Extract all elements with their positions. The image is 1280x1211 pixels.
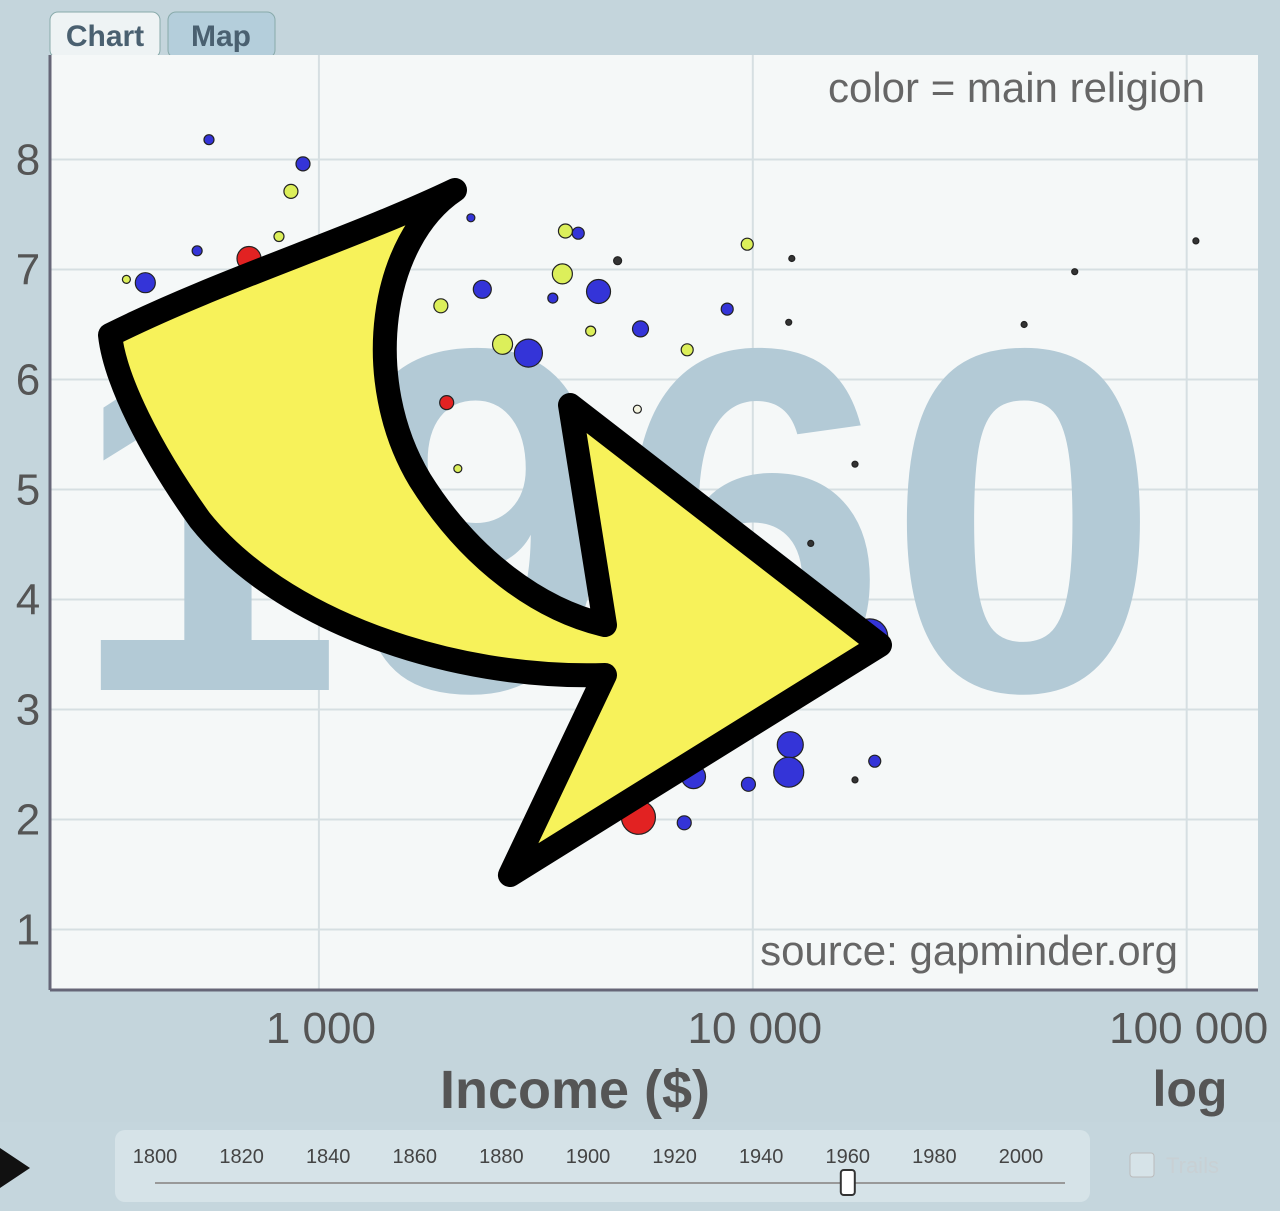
bubble: [741, 238, 753, 250]
color-note: color = main religion: [828, 64, 1205, 111]
bubble: [284, 184, 298, 198]
y-tick-label: 7: [16, 246, 40, 295]
trails-checkbox[interactable]: [1130, 1153, 1154, 1177]
bubble: [467, 214, 475, 222]
bubble: [614, 257, 622, 265]
bubble: [552, 264, 572, 284]
timeline-label: 1920: [652, 1146, 697, 1168]
bubble: [774, 757, 804, 787]
y-tick-label: 8: [16, 136, 40, 185]
bubble: [681, 344, 693, 356]
timeline-label: 1800: [133, 1146, 178, 1168]
x-tick-label: 10 000: [688, 1004, 823, 1053]
bubble: [454, 465, 462, 473]
bubble: [204, 135, 214, 145]
y-tick-label: 4: [16, 576, 40, 625]
bubble: [786, 319, 792, 325]
y-tick-label: 2: [16, 796, 40, 845]
x-tick-label: 1 000: [266, 1004, 376, 1053]
timeline-label: 1900: [566, 1146, 611, 1168]
x-axis-title: Income ($): [440, 1060, 710, 1120]
x-tick-label: 100 000: [1109, 1004, 1268, 1053]
bubble: [296, 157, 310, 171]
bubble: [586, 326, 596, 336]
timeline-label: 1980: [912, 1146, 957, 1168]
scale-label[interactable]: log: [1153, 1061, 1228, 1117]
bubble: [514, 339, 542, 367]
y-tick-label: 5: [16, 466, 40, 515]
trails-label: Trails: [1166, 1153, 1219, 1178]
bubble: [572, 227, 584, 239]
bubble: [721, 303, 733, 315]
bubble: [587, 280, 611, 304]
bubble: [192, 246, 202, 256]
tab-label: Map: [191, 20, 251, 53]
tab-label: Chart: [66, 20, 144, 53]
y-tick-label: 3: [16, 686, 40, 735]
bubble: [440, 396, 454, 410]
bubble: [1021, 322, 1027, 328]
timeline-label: 2000: [999, 1146, 1044, 1168]
bubble: [493, 334, 513, 354]
timeline-label: 1880: [479, 1146, 524, 1168]
bubble: [274, 232, 284, 242]
bubble: [548, 293, 558, 303]
bubble: [808, 540, 814, 546]
bubble: [632, 321, 648, 337]
bubble: [1193, 238, 1199, 244]
timeline-label: 1860: [393, 1146, 438, 1168]
bubble: [741, 777, 755, 791]
bubble: [135, 273, 155, 293]
bubble: [1072, 269, 1078, 275]
bubble: [677, 816, 691, 830]
bubble: [558, 224, 572, 238]
bubble: [122, 275, 130, 283]
bubble: [434, 299, 448, 313]
bubble: [789, 256, 795, 262]
bubble: [777, 732, 803, 758]
bubble: [852, 461, 858, 467]
bubble: [473, 280, 491, 298]
timeline-label: 1960: [826, 1146, 871, 1168]
bubble: [633, 405, 641, 413]
bubble: [852, 777, 858, 783]
source-note: source: gapminder.org: [760, 927, 1178, 974]
timeline-label: 1820: [219, 1146, 264, 1168]
timeline-label: 1840: [306, 1146, 351, 1168]
y-tick-label: 1: [16, 906, 40, 955]
bubble: [869, 755, 881, 767]
timeline-handle[interactable]: [841, 1170, 855, 1195]
y-tick-label: 6: [16, 356, 40, 405]
gapminder-screen: Chart Map 1960 color = main religion sou…: [0, 0, 1280, 1211]
timeline-label: 1940: [739, 1146, 784, 1168]
